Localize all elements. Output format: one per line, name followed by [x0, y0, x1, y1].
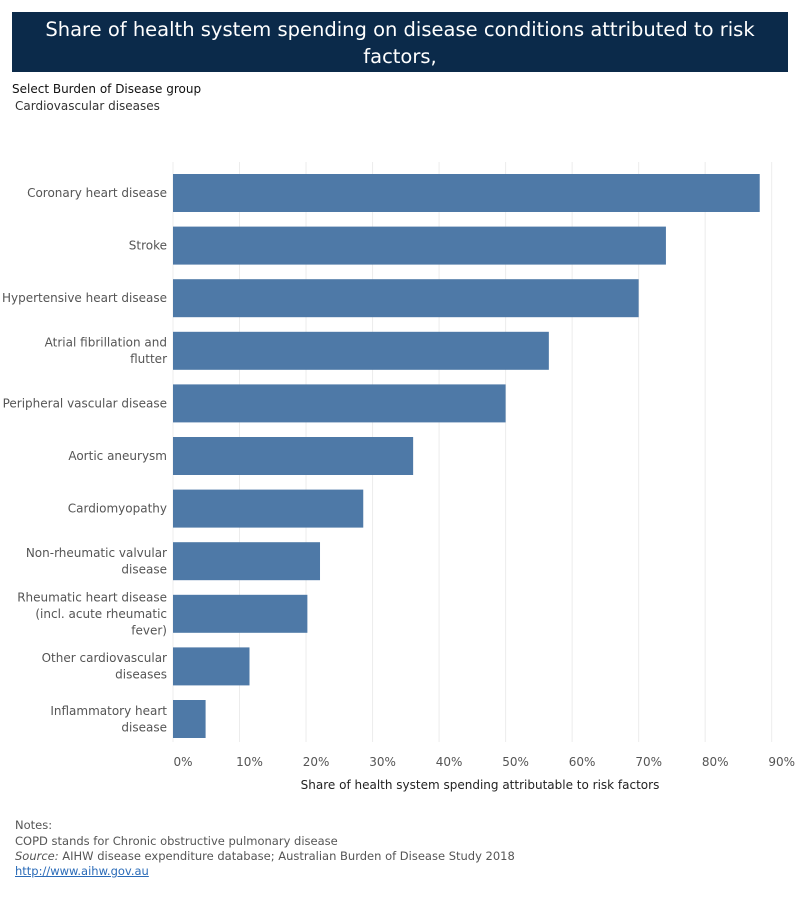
notes-copd-line: COPD stands for Chronic obstructive pulm… — [15, 834, 338, 848]
x-tick-label: 10% — [236, 755, 263, 769]
x-tick-label: 40% — [436, 755, 463, 769]
bar[interactable] — [173, 174, 760, 212]
category-label: Peripheral vascular disease — [3, 396, 167, 410]
category-label: Hypertensive heart disease — [2, 291, 167, 305]
x-tick-label: 30% — [369, 755, 396, 769]
notes-heading: Notes: — [15, 818, 53, 832]
bar[interactable] — [173, 594, 308, 633]
source-text: AIHW disease expenditure database; Austr… — [62, 849, 515, 863]
x-tick-label: 0% — [173, 755, 192, 769]
category-label: Rheumatic heart disease (incl. acute rheu… — [17, 590, 167, 637]
bar[interactable] — [173, 489, 364, 528]
chart-title-line-2: Australia 2018-19 — [313, 72, 487, 95]
x-tick-label: 90% — [768, 755, 795, 769]
category-label: Stroke — [129, 239, 167, 253]
filter-label: Select Burden of Disease group — [12, 82, 202, 96]
x-tick-label: 70% — [635, 755, 662, 769]
bar[interactable] — [173, 437, 414, 475]
x-axis-title: Share of health system spending attribut… — [301, 778, 660, 792]
bar[interactable] — [173, 331, 549, 370]
category-label: Inflammatory heart disease — [50, 704, 167, 735]
category-label: Other cardiovascular diseases — [42, 651, 167, 682]
x-tick-label: 80% — [702, 755, 729, 769]
bar-chart: 0% 10% 20% 30% 40% 50% 60% 70% 80% 90% Coronary he… — [2, 162, 795, 792]
x-tick-label: 60% — [569, 755, 596, 769]
aihw-link[interactable]: http://www.aihw.gov.au — [15, 864, 149, 878]
source-label: Source: — [15, 849, 59, 863]
category-label: Aortic aneurysm — [68, 449, 167, 463]
chart-title-line-1: Share of health system spending on disea… — [45, 18, 755, 68]
category-label: Cardiomyopathy — [68, 502, 167, 516]
bar[interactable] — [173, 226, 666, 265]
bar[interactable] — [173, 542, 321, 581]
chart-title-banner: Share of health system spending on disea… — [12, 12, 788, 95]
notes-link-line: http://www.aihw.gov.au — [15, 864, 149, 878]
category-label: Atrial fibrillation and flutter — [45, 336, 167, 367]
x-tick-label: 20% — [303, 755, 330, 769]
category-label: Coronary heart disease — [27, 186, 167, 200]
bar[interactable] — [173, 384, 506, 423]
x-tick-label: 50% — [502, 755, 529, 769]
filter-select-burden-group[interactable]: Cardiovascular diseases — [15, 99, 160, 113]
bar[interactable] — [173, 647, 250, 686]
notes-source-line: Source: AIHW disease expenditure databas… — [15, 849, 515, 863]
bar[interactable] — [173, 700, 206, 738]
category-label: Non-rheumatic valvular disease — [26, 546, 167, 577]
bar[interactable] — [173, 279, 639, 318]
